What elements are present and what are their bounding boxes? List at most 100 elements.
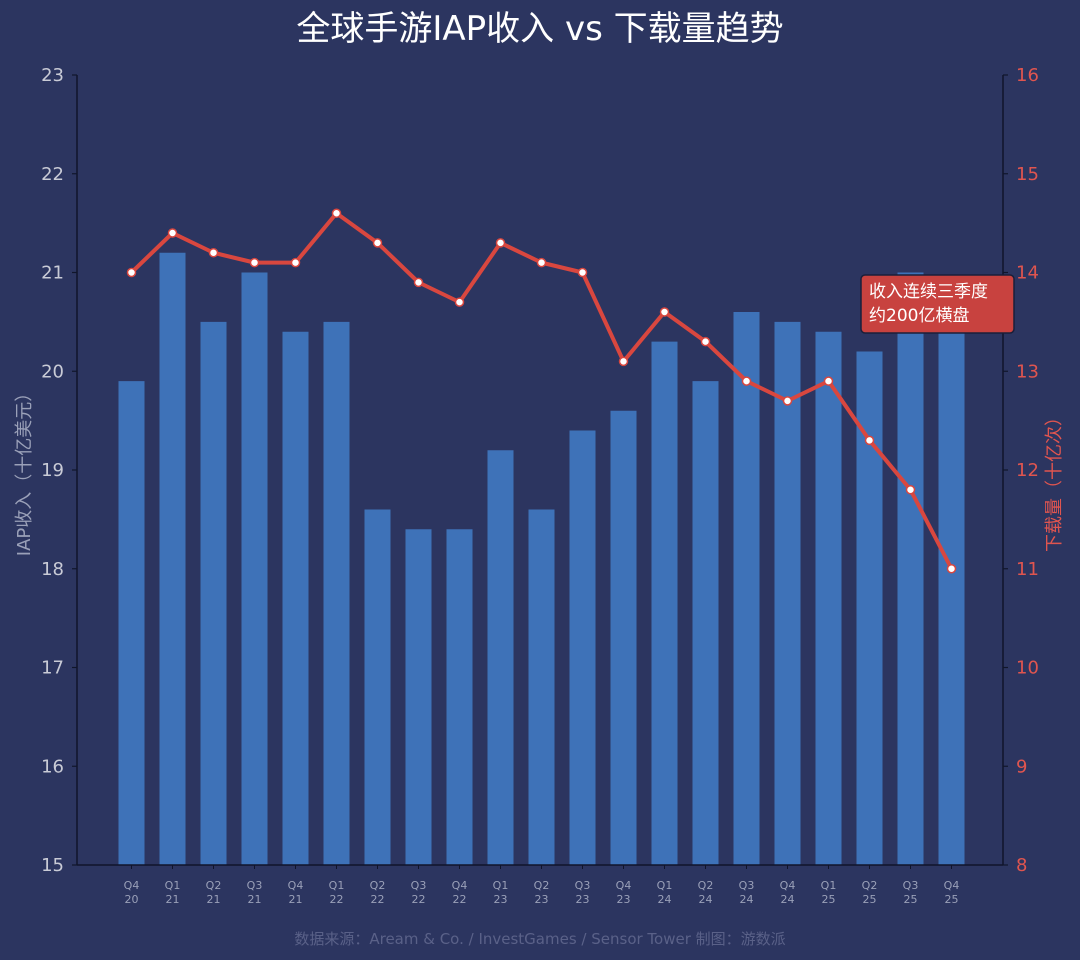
x-tick-label-quarter: Q3 (739, 879, 755, 892)
download-point-10 (536, 257, 547, 268)
bar-8 (446, 529, 473, 865)
x-tick-label-quarter: Q1 (165, 879, 181, 892)
x-tick-label-year: 24 (699, 893, 713, 906)
download-point-5 (331, 208, 342, 218)
bar-4 (282, 331, 309, 865)
x-tick-label-year: 25 (904, 893, 918, 906)
x-tick-label-quarter: Q4 (288, 879, 304, 892)
y-tick-right-label: 11 (1016, 559, 1039, 580)
x-tick-label-quarter: Q1 (493, 879, 509, 892)
x-tick-label-quarter: Q4 (452, 879, 468, 892)
x-tick-label-quarter: Q2 (206, 879, 222, 892)
x-tick-label-year: 21 (289, 893, 303, 906)
y-tick-right-label: 15 (1016, 164, 1039, 185)
x-tick-label-quarter: Q3 (247, 879, 263, 892)
x-tick-label-year: 20 (125, 893, 139, 906)
bar-5 (323, 321, 350, 865)
x-tick-label-quarter: Q1 (329, 879, 345, 892)
annotation-text: 约200亿横盘 (869, 306, 969, 326)
download-point-12 (618, 356, 629, 367)
x-tick-label-year: 24 (740, 893, 754, 906)
x-tick-label-quarter: Q3 (575, 879, 591, 892)
bar-1 (159, 252, 186, 865)
bar-14 (692, 381, 719, 865)
axes-layer: 1516171819202122238910111213141516Q420Q1… (41, 65, 1039, 906)
x-tick-label-quarter: Q2 (370, 879, 386, 892)
x-tick-label-quarter: Q3 (903, 879, 919, 892)
y-tick-left-label: 20 (41, 361, 64, 382)
x-tick-label-quarter: Q2 (862, 879, 878, 892)
bar-13 (651, 341, 678, 865)
download-point-3 (249, 257, 260, 268)
line-layer (126, 208, 957, 574)
bar-16 (774, 321, 801, 865)
y-tick-right-label: 9 (1016, 756, 1027, 777)
x-tick-label-year: 25 (822, 893, 836, 906)
download-point-16 (782, 396, 793, 406)
download-point-7 (413, 277, 424, 288)
x-tick-label-year: 21 (248, 893, 262, 906)
x-tick-label-year: 23 (494, 893, 508, 906)
bar-20 (938, 321, 965, 865)
y-axis-label-left: IAP收入（十亿美元） (14, 384, 35, 556)
y-tick-right-label: 13 (1016, 361, 1039, 382)
bar-12 (610, 410, 637, 865)
x-tick-label-quarter: Q4 (944, 879, 960, 892)
download-point-1 (167, 228, 178, 238)
y-axis-label-right: 下载量（十亿次） (1044, 408, 1065, 552)
x-tick-label-year: 21 (207, 893, 221, 906)
x-tick-label-year: 22 (371, 893, 385, 906)
y-tick-left-label: 23 (41, 65, 64, 86)
y-tick-left-label: 21 (41, 263, 64, 284)
bars-layer (118, 252, 965, 865)
download-point-19 (905, 485, 916, 495)
bar-2 (200, 321, 227, 865)
x-tick-label-quarter: Q3 (411, 879, 427, 892)
x-tick-label-quarter: Q1 (821, 879, 837, 892)
y-tick-right-label: 10 (1016, 658, 1039, 679)
bar-15 (733, 312, 760, 865)
download-point-13 (659, 307, 670, 317)
x-tick-label-year: 22 (330, 893, 344, 906)
y-tick-left-label: 19 (41, 460, 64, 481)
x-tick-label-quarter: Q4 (124, 879, 140, 892)
y-tick-right-label: 16 (1016, 65, 1039, 86)
download-point-15 (741, 376, 752, 386)
download-point-2 (208, 248, 219, 258)
bar-3 (241, 272, 268, 865)
download-point-20 (946, 564, 957, 574)
annotation-text: 收入连续三季度 (869, 282, 988, 302)
x-tick-label-year: 24 (781, 893, 795, 906)
y-tick-left-label: 18 (41, 559, 64, 580)
bar-7 (405, 529, 432, 865)
x-tick-label-year: 23 (617, 893, 631, 906)
download-point-11 (577, 267, 588, 278)
bar-9 (487, 450, 514, 865)
x-tick-label-year: 24 (658, 893, 672, 906)
y-tick-left-label: 22 (41, 164, 64, 185)
x-tick-label-year: 23 (576, 893, 590, 906)
bar-11 (569, 430, 596, 865)
y-tick-left-label: 15 (41, 855, 64, 876)
x-tick-label-quarter: Q2 (698, 879, 714, 892)
x-tick-label-quarter: Q2 (534, 879, 550, 892)
download-point-8 (454, 297, 465, 307)
source-note: 数据来源：Aream & Co. / InvestGames / Sensor … (294, 930, 785, 948)
download-point-18 (864, 435, 875, 446)
x-tick-label-quarter: Q4 (780, 879, 796, 892)
x-tick-label-quarter: Q4 (616, 879, 632, 892)
y-tick-right-label: 8 (1016, 855, 1027, 876)
bar-0 (118, 381, 145, 865)
y-tick-left-label: 17 (41, 658, 64, 679)
x-tick-label-year: 21 (166, 893, 180, 906)
bar-10 (528, 509, 555, 865)
annotation-box (860, 274, 1015, 334)
y-tick-right-label: 12 (1016, 460, 1039, 481)
download-point-4 (290, 257, 301, 268)
y-tick-left-label: 16 (41, 756, 64, 777)
download-point-17 (823, 376, 834, 386)
download-point-0 (126, 267, 137, 278)
x-tick-label-year: 25 (863, 893, 877, 906)
